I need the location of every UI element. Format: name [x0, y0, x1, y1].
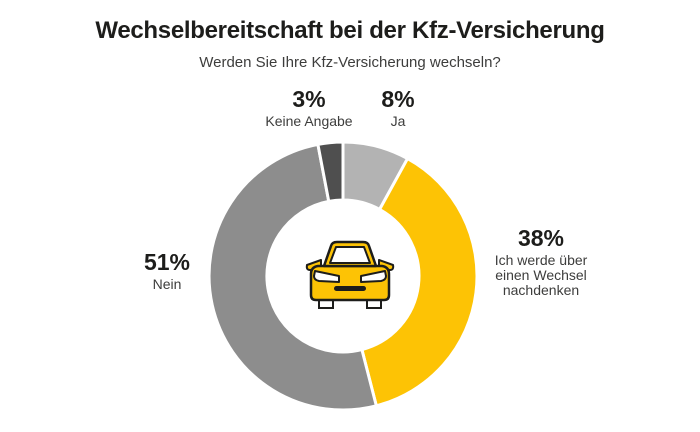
label-keine-angabe-text: Keine Angabe — [265, 113, 353, 130]
label-nachdenken-value: 38% — [517, 225, 565, 251]
donut-chart — [207, 140, 479, 412]
label-ja: 8% Ja — [381, 87, 414, 129]
label-nein-text: Nein — [152, 276, 182, 293]
label-nein-value: 51% — [143, 249, 191, 275]
donut-segment-keine-angabe — [316, 140, 345, 203]
label-ja-text: Ja — [390, 113, 406, 130]
donut-segment-ich-werde-ber-einen-wechsel-nachdenken — [360, 157, 479, 408]
chart-subtitle: Werden Sie Ihre Kfz-Versicherung wechsel… — [199, 54, 501, 71]
label-keine-angabe-value: 3% — [292, 86, 326, 112]
label-nachdenken: 38% Ich werde über einen Wechsel nachden… — [495, 226, 588, 298]
chart-center-icon — [304, 236, 396, 310]
label-nein: 51% Nein — [144, 250, 190, 292]
label-ja-value: 8% — [381, 86, 415, 112]
chart-title: Wechselbereitschaft bei der Kfz-Versiche… — [95, 17, 605, 44]
donut-segment-nein — [207, 142, 378, 412]
label-keine-angabe: 3% Keine Angabe — [265, 87, 352, 129]
car-front-icon — [305, 240, 395, 309]
label-nachdenken-text: Ich werde über einen Wechsel nachdenken — [494, 252, 588, 299]
